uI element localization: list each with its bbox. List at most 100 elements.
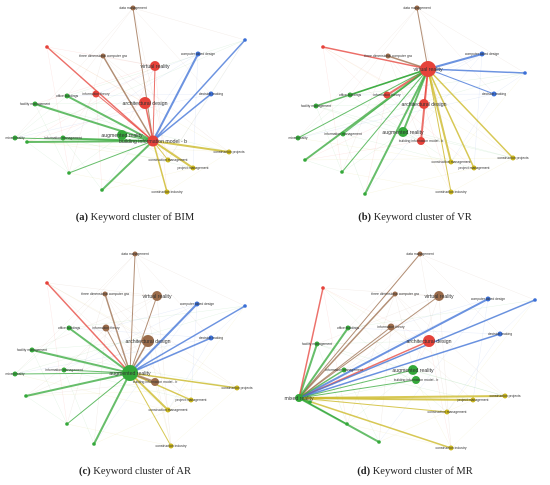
hub-link	[322, 46, 429, 70]
hub-link	[105, 327, 131, 374]
background-link	[95, 93, 194, 169]
background-link	[63, 369, 192, 401]
hub-link	[427, 68, 526, 74]
background-link	[104, 293, 156, 383]
node-three-dimensional-computer-gra	[392, 291, 398, 297]
node-construction-management	[165, 407, 171, 413]
background-link	[46, 282, 149, 342]
node-virtual-reality	[152, 291, 162, 301]
background-link	[31, 340, 149, 351]
background-link	[132, 7, 169, 161]
node-construction-industry	[448, 189, 454, 195]
hub-link	[298, 295, 440, 399]
hub-link	[31, 349, 131, 374]
minor-keyword-node	[243, 304, 247, 308]
background-link	[34, 103, 230, 153]
label-construction-projects: construction projects	[221, 386, 252, 390]
background-link	[34, 102, 146, 105]
background-link	[347, 253, 421, 329]
background-link	[341, 171, 452, 193]
background-link	[14, 95, 68, 139]
label-virtual-reality: virtual reality	[413, 67, 443, 73]
label-data-management: data management	[403, 6, 430, 10]
background-link	[378, 399, 474, 443]
node-construction-management	[444, 409, 450, 415]
caption-mr: (d) Keyword cluster of MR	[357, 466, 473, 477]
hub-link	[364, 68, 429, 195]
panel-bim: data management three dimensional compute…	[5, 5, 247, 223]
label-information-theory: information theory	[92, 326, 119, 330]
node-mixed-reality	[295, 135, 301, 141]
background-link	[450, 395, 506, 449]
label-construction-projects: construction projects	[213, 150, 244, 154]
minor-keyword-node	[100, 188, 104, 192]
mr-links	[298, 253, 536, 449]
background-link	[341, 55, 389, 173]
node-information-management	[60, 135, 66, 141]
hub-link	[129, 295, 158, 374]
background-link	[364, 94, 388, 195]
background-link	[416, 7, 495, 95]
background-link	[423, 103, 452, 193]
node-construction-industry	[164, 189, 170, 195]
background-link	[14, 39, 246, 139]
hub-link	[298, 287, 324, 399]
background-link	[446, 299, 536, 413]
label-facility-management: facility management	[302, 342, 332, 346]
hub-link	[144, 102, 154, 142]
background-link	[68, 55, 104, 174]
node-architectural-design	[142, 335, 154, 347]
background-link	[416, 7, 526, 74]
background-link	[316, 295, 440, 345]
minor-keyword-node	[321, 45, 325, 49]
background-link	[322, 287, 348, 425]
hub-link	[298, 299, 536, 399]
hub-link	[68, 327, 131, 374]
node-construction-industry	[448, 445, 454, 451]
background-link	[167, 337, 212, 411]
background-link	[192, 53, 199, 169]
label-office-buildings: office buildings	[56, 94, 79, 98]
background-link	[167, 93, 212, 161]
background-link	[102, 55, 156, 67]
background-link	[62, 137, 103, 191]
background-link	[26, 102, 146, 143]
node-building-information-model-b	[417, 137, 425, 145]
background-link	[105, 303, 198, 329]
label-augmented-reality: augmented reality	[392, 368, 434, 374]
background-link	[347, 327, 501, 335]
background-link	[315, 103, 425, 107]
node-virtual-reality	[150, 61, 160, 71]
label-information-management: information management	[324, 132, 362, 136]
minor-keyword-node	[363, 192, 367, 196]
background-link	[25, 395, 68, 425]
hub-link	[298, 298, 489, 399]
node-augmented-reality	[398, 127, 408, 137]
label-data-management: data management	[119, 6, 146, 10]
label-facility-management: facility management	[301, 104, 331, 108]
background-link	[93, 327, 107, 445]
label-virtual-reality: virtual reality	[424, 294, 454, 300]
label-information-theory: information theory	[82, 92, 109, 96]
node-decision-making	[208, 335, 214, 341]
hub-link	[68, 140, 154, 174]
label-office-buildings: office buildings	[337, 326, 360, 330]
label-virtual-reality: virtual reality	[142, 294, 172, 300]
hub-link	[101, 140, 154, 191]
hub-link	[298, 397, 448, 413]
label-construction-management: construction management	[148, 408, 187, 412]
label-decision-making: decision making	[199, 336, 223, 340]
node-construction-projects	[510, 155, 516, 161]
node-computer-aided-design	[195, 51, 201, 57]
background-link	[322, 287, 506, 397]
label-mixed-reality: mixed reality	[5, 136, 24, 140]
background-link	[297, 7, 418, 139]
label-facility-management: facility management	[20, 102, 50, 106]
label-computer-aided-design: computer aided design	[180, 302, 214, 306]
background-link	[419, 253, 448, 413]
minor-keyword-node	[24, 394, 28, 398]
background-link	[347, 327, 448, 413]
caption-tag-mr: (d)	[357, 466, 370, 477]
node-mixed-reality	[12, 135, 18, 141]
